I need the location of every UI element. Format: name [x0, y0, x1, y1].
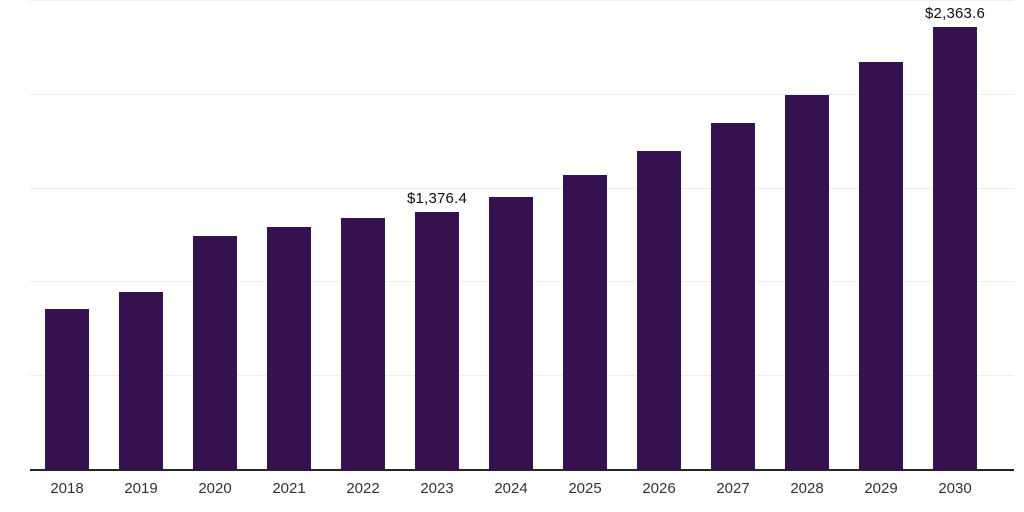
x-tick-label-2022: 2022: [346, 480, 380, 497]
bar-2018: [45, 308, 89, 470]
x-tick-label-2025: 2025: [568, 480, 602, 497]
x-tick-label-2020: 2020: [198, 480, 232, 497]
bar-2029: [859, 62, 903, 470]
x-tick-label-2018: 2018: [50, 480, 84, 497]
x-axis-line: [30, 469, 1014, 471]
bar-2022: [341, 217, 385, 470]
x-tick-label-2019: 2019: [124, 480, 158, 497]
x-tick-label-2028: 2028: [790, 480, 824, 497]
bar-2030: [933, 26, 977, 470]
bar-2020: [193, 235, 237, 470]
bar-2023: [415, 211, 459, 470]
x-tick-label-2023: 2023: [420, 480, 454, 497]
bar-2027: [711, 123, 755, 470]
bar-value-label-2030: $2,363.6: [925, 4, 985, 22]
x-tick-label-2026: 2026: [642, 480, 676, 497]
x-tick-label-2024: 2024: [494, 480, 528, 497]
bar-2026: [637, 150, 681, 470]
bar-2024: [489, 196, 533, 470]
gridline-2500: [30, 0, 1014, 2]
bar-value-label-2023: $1,376.4: [407, 189, 467, 207]
bar-2021: [267, 226, 311, 470]
x-tick-label-2021: 2021: [272, 480, 306, 497]
gridline-2000: [30, 93, 1014, 95]
bar-2028: [785, 94, 829, 470]
x-tick-label-2029: 2029: [864, 480, 898, 497]
x-axis-labels: 2018 2019 2020 2021 2022 2023 2024 2025 2026 2027…: [30, 480, 1014, 504]
plot-area: $1,376.4 $2,363.6: [30, 0, 1014, 471]
bar-2025: [563, 174, 607, 470]
x-tick-label-2027: 2027: [716, 480, 750, 497]
bar-2019: [119, 292, 163, 470]
gridline-1500: [30, 187, 1014, 189]
x-tick-label-2030: 2030: [938, 480, 972, 497]
